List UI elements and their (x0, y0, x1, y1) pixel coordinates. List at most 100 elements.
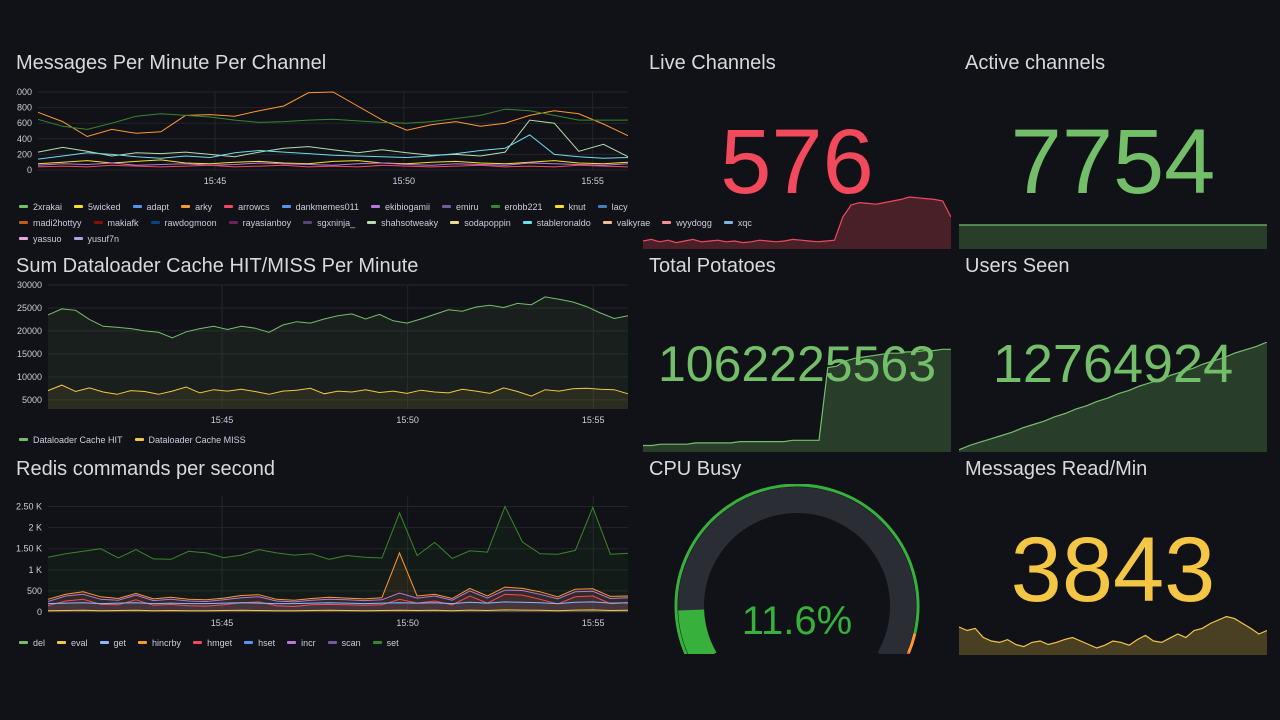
legend-item[interactable]: sodapoppin (450, 215, 511, 231)
legend-label: madi2hottyy (33, 217, 82, 228)
legend-item[interactable]: del (19, 635, 45, 651)
legend-item[interactable]: rawdogmoon (150, 215, 217, 231)
legend-swatch (74, 205, 84, 208)
x-tick-label: 15:50 (393, 176, 416, 186)
redis-legend: del eval get hincrby hmget hset incr scan set (19, 633, 619, 649)
users-seen-title[interactable]: Users Seen (965, 255, 1070, 277)
legend-item[interactable]: Dataloader Cache MISS (134, 432, 246, 448)
legend-item[interactable]: ekibiogamii (370, 199, 430, 215)
active-channels-title[interactable]: Active channels (965, 52, 1106, 74)
x-tick-label: 15:50 (396, 415, 419, 425)
messages-legend: 2xrakai 5wicked adapt arky arrowcs dankmemes0… (19, 197, 752, 245)
legend-swatch (138, 641, 148, 644)
y-tick-label: 25000 (17, 303, 42, 313)
legend-swatch (370, 205, 380, 208)
legend-item[interactable]: yusuf7n (73, 231, 119, 247)
legend-swatch (150, 221, 160, 224)
legend-item[interactable]: scan (327, 635, 361, 651)
cpu-busy-title[interactable]: CPU Busy (649, 458, 742, 480)
redis-chart[interactable]: 0 500 1 K 1.50 K 2 K 2.50 K 15:45 15:50 15:55 (16, 492, 632, 634)
legend-item[interactable]: xqc (723, 215, 752, 231)
y-tick-label: 30000 (17, 281, 42, 290)
legend-swatch (19, 205, 28, 208)
legend-label: dankmemes011 (295, 201, 359, 212)
messages-chart[interactable]: 0 200 400 600 800 1000 15:45 15:50 15:55 (16, 88, 632, 192)
legend-item[interactable]: incr (287, 635, 316, 651)
series-area (48, 590, 628, 612)
legend-label: hset (258, 637, 276, 648)
legend-item[interactable]: yassuo (19, 231, 62, 247)
legend-item[interactable]: hincrby (138, 635, 181, 651)
redis-panel-title[interactable]: Redis commands per second (16, 458, 276, 480)
live-channels-title[interactable]: Live Channels (649, 52, 776, 74)
x-tick-label: 15:50 (396, 618, 419, 628)
legend-item[interactable]: eval (57, 635, 88, 651)
legend-label: incr (301, 637, 316, 648)
messages-panel-title[interactable]: Messages Per Minute Per Channel (16, 52, 327, 74)
legend-swatch (554, 205, 564, 208)
legend-swatch (19, 237, 28, 240)
x-tick-label: 15:55 (582, 618, 605, 628)
legend-row: yassuo yusuf7n (19, 229, 619, 245)
y-tick-label: 600 (17, 118, 32, 128)
legend-item[interactable]: 5wicked (74, 199, 121, 215)
y-tick-label: 0 (27, 165, 32, 175)
legend-item[interactable]: lacy (597, 199, 628, 215)
legend-item[interactable]: set (372, 635, 399, 651)
legend-label: del (33, 637, 46, 648)
x-tick-label: 15:45 (211, 415, 234, 425)
y-tick-label: 800 (17, 103, 32, 113)
legend-swatch (73, 237, 83, 240)
legend-item[interactable]: hmget (193, 635, 232, 651)
y-tick-label: 1.50 K (16, 544, 42, 554)
legend-item[interactable]: shahsotweaky (367, 215, 438, 231)
legend-item[interactable]: stableronaldo (522, 215, 591, 231)
dataloader-panel-title[interactable]: Sum Dataloader Cache HIT/MISS Per Minute (16, 255, 419, 277)
legend-item[interactable]: knut (554, 199, 586, 215)
legend-item[interactable]: sgxninja_ (303, 215, 355, 231)
legend-item[interactable]: arky (181, 199, 212, 215)
legend-item[interactable]: adapt (132, 199, 169, 215)
legend-item[interactable]: get (99, 635, 126, 651)
series-line (37, 162, 629, 166)
legend-label: rayasianboy (242, 217, 292, 228)
sparkline-line (959, 342, 1267, 451)
legend-swatch (57, 641, 67, 644)
legend-swatch (597, 205, 607, 208)
legend-item[interactable]: valkyrae (602, 215, 650, 231)
legend-item[interactable]: emiru (442, 199, 479, 215)
legend-label: 2xrakai (33, 201, 63, 212)
active-channels-value: 7754 (1010, 111, 1216, 213)
legend-item[interactable]: hset (244, 635, 275, 651)
legend-item[interactable]: Dataloader Cache HIT (19, 432, 123, 448)
series-line (37, 119, 629, 158)
series-line (37, 91, 629, 138)
legend-item[interactable]: dankmemes011 (281, 199, 359, 215)
redis-panel: Redis commands per second 0 500 1 K 1.50 K 2… (16, 458, 632, 654)
total-potatoes-title[interactable]: Total Potatoes (649, 255, 776, 277)
active-channels-panel: Active channels 7754 (959, 52, 1267, 249)
messages-read-title[interactable]: Messages Read/Min (965, 458, 1148, 480)
legend-item[interactable]: erobb221 (490, 199, 543, 215)
legend-item[interactable]: arrowcs (224, 199, 270, 215)
series-line (37, 164, 629, 168)
dataloader-chart[interactable]: 5000 10000 15000 20000 25000 30000 15:45 15:50 1… (16, 281, 632, 431)
series-line (37, 108, 628, 130)
legend-label: sodapoppin (464, 217, 511, 228)
sparkline-line (643, 348, 951, 447)
legend-item[interactable]: rayasianboy (228, 215, 292, 231)
legend-swatch (662, 221, 672, 224)
cpu-busy-panel: CPU Busy 11.6% (643, 458, 951, 655)
legend-row: del eval get hincrby hmget hset incr scan set (19, 633, 619, 649)
legend-item[interactable]: madi2hottyy (19, 215, 82, 231)
total-potatoes-value: 1062225563 (657, 336, 937, 392)
legend-swatch (303, 221, 313, 224)
legend-item[interactable]: makiafk (93, 215, 139, 231)
y-tick-label: 500 (27, 586, 42, 596)
series-line (47, 505, 629, 560)
legend-swatch (442, 205, 451, 208)
legend-label: Dataloader Cache MISS (148, 434, 246, 445)
legend-label: stableronaldo (536, 217, 591, 228)
legend-item[interactable]: 2xrakai (19, 199, 62, 215)
legend-item[interactable]: wyydogg (662, 215, 712, 231)
